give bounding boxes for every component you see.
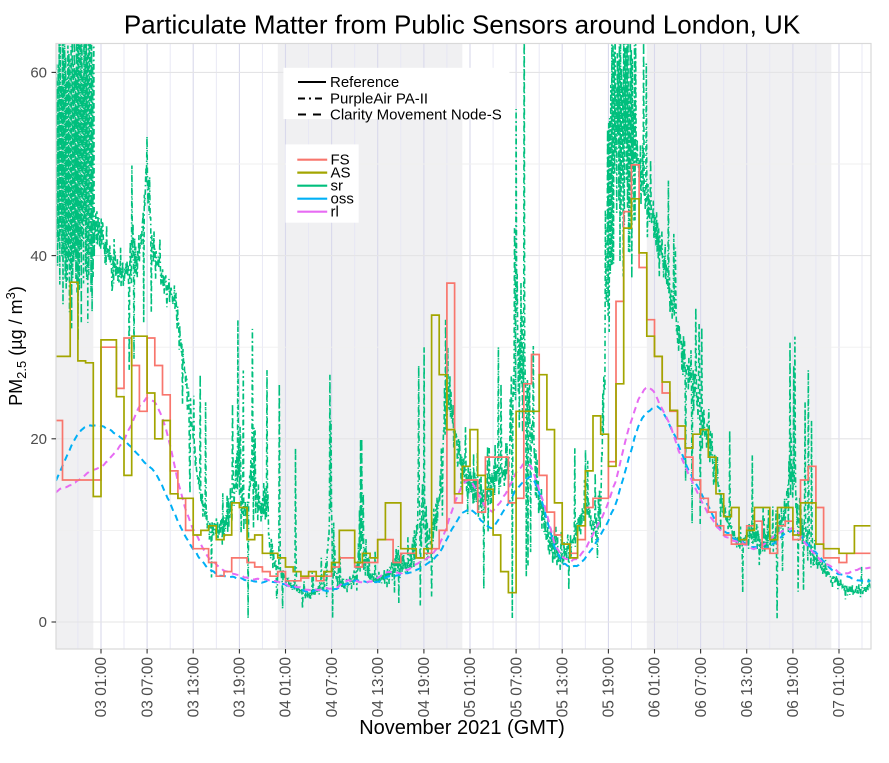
svg-text:oss: oss (331, 191, 354, 208)
svg-text:05 19:00: 05 19:00 (601, 657, 618, 718)
svg-text:03 07:00: 03 07:00 (139, 657, 156, 718)
svg-text:Reference: Reference (330, 74, 399, 91)
svg-text:05 07:00: 05 07:00 (508, 657, 525, 718)
svg-text:06 01:00: 06 01:00 (647, 657, 664, 718)
svg-text:November 2021 (GMT): November 2021 (GMT) (359, 717, 565, 739)
svg-text:05 13:00: 05 13:00 (554, 657, 571, 718)
svg-text:20: 20 (30, 431, 47, 448)
svg-text:0: 0 (39, 614, 47, 631)
svg-text:06 13:00: 06 13:00 (739, 657, 756, 718)
svg-text:PM2.5 (µg / m3): PM2.5 (µg / m3) (3, 286, 29, 406)
svg-text:03 13:00: 03 13:00 (185, 657, 202, 718)
svg-text:04 13:00: 04 13:00 (370, 657, 387, 718)
svg-text:AS: AS (331, 165, 351, 182)
svg-text:07 01:00: 07 01:00 (831, 657, 848, 718)
svg-text:40: 40 (30, 248, 47, 265)
svg-text:05 01:00: 05 01:00 (462, 657, 479, 718)
svg-text:04 07:00: 04 07:00 (324, 657, 341, 718)
svg-text:04 19:00: 04 19:00 (416, 657, 433, 718)
svg-text:03 19:00: 03 19:00 (232, 657, 249, 718)
svg-text:PurpleAir PA-II: PurpleAir PA-II (330, 91, 428, 108)
svg-text:03 01:00: 03 01:00 (93, 657, 110, 718)
svg-text:06 19:00: 06 19:00 (785, 657, 802, 718)
svg-text:rl: rl (331, 204, 339, 221)
svg-text:06 07:00: 06 07:00 (693, 657, 710, 718)
svg-text:60: 60 (30, 65, 47, 82)
svg-text:FS: FS (331, 152, 350, 169)
svg-text:Clarity Movement Node-S: Clarity Movement Node-S (330, 107, 502, 124)
svg-text:04 01:00: 04 01:00 (278, 657, 295, 718)
svg-text:Particulate Matter from Public: Particulate Matter from Public Sensors a… (124, 10, 801, 40)
svg-text:sr: sr (331, 178, 344, 195)
